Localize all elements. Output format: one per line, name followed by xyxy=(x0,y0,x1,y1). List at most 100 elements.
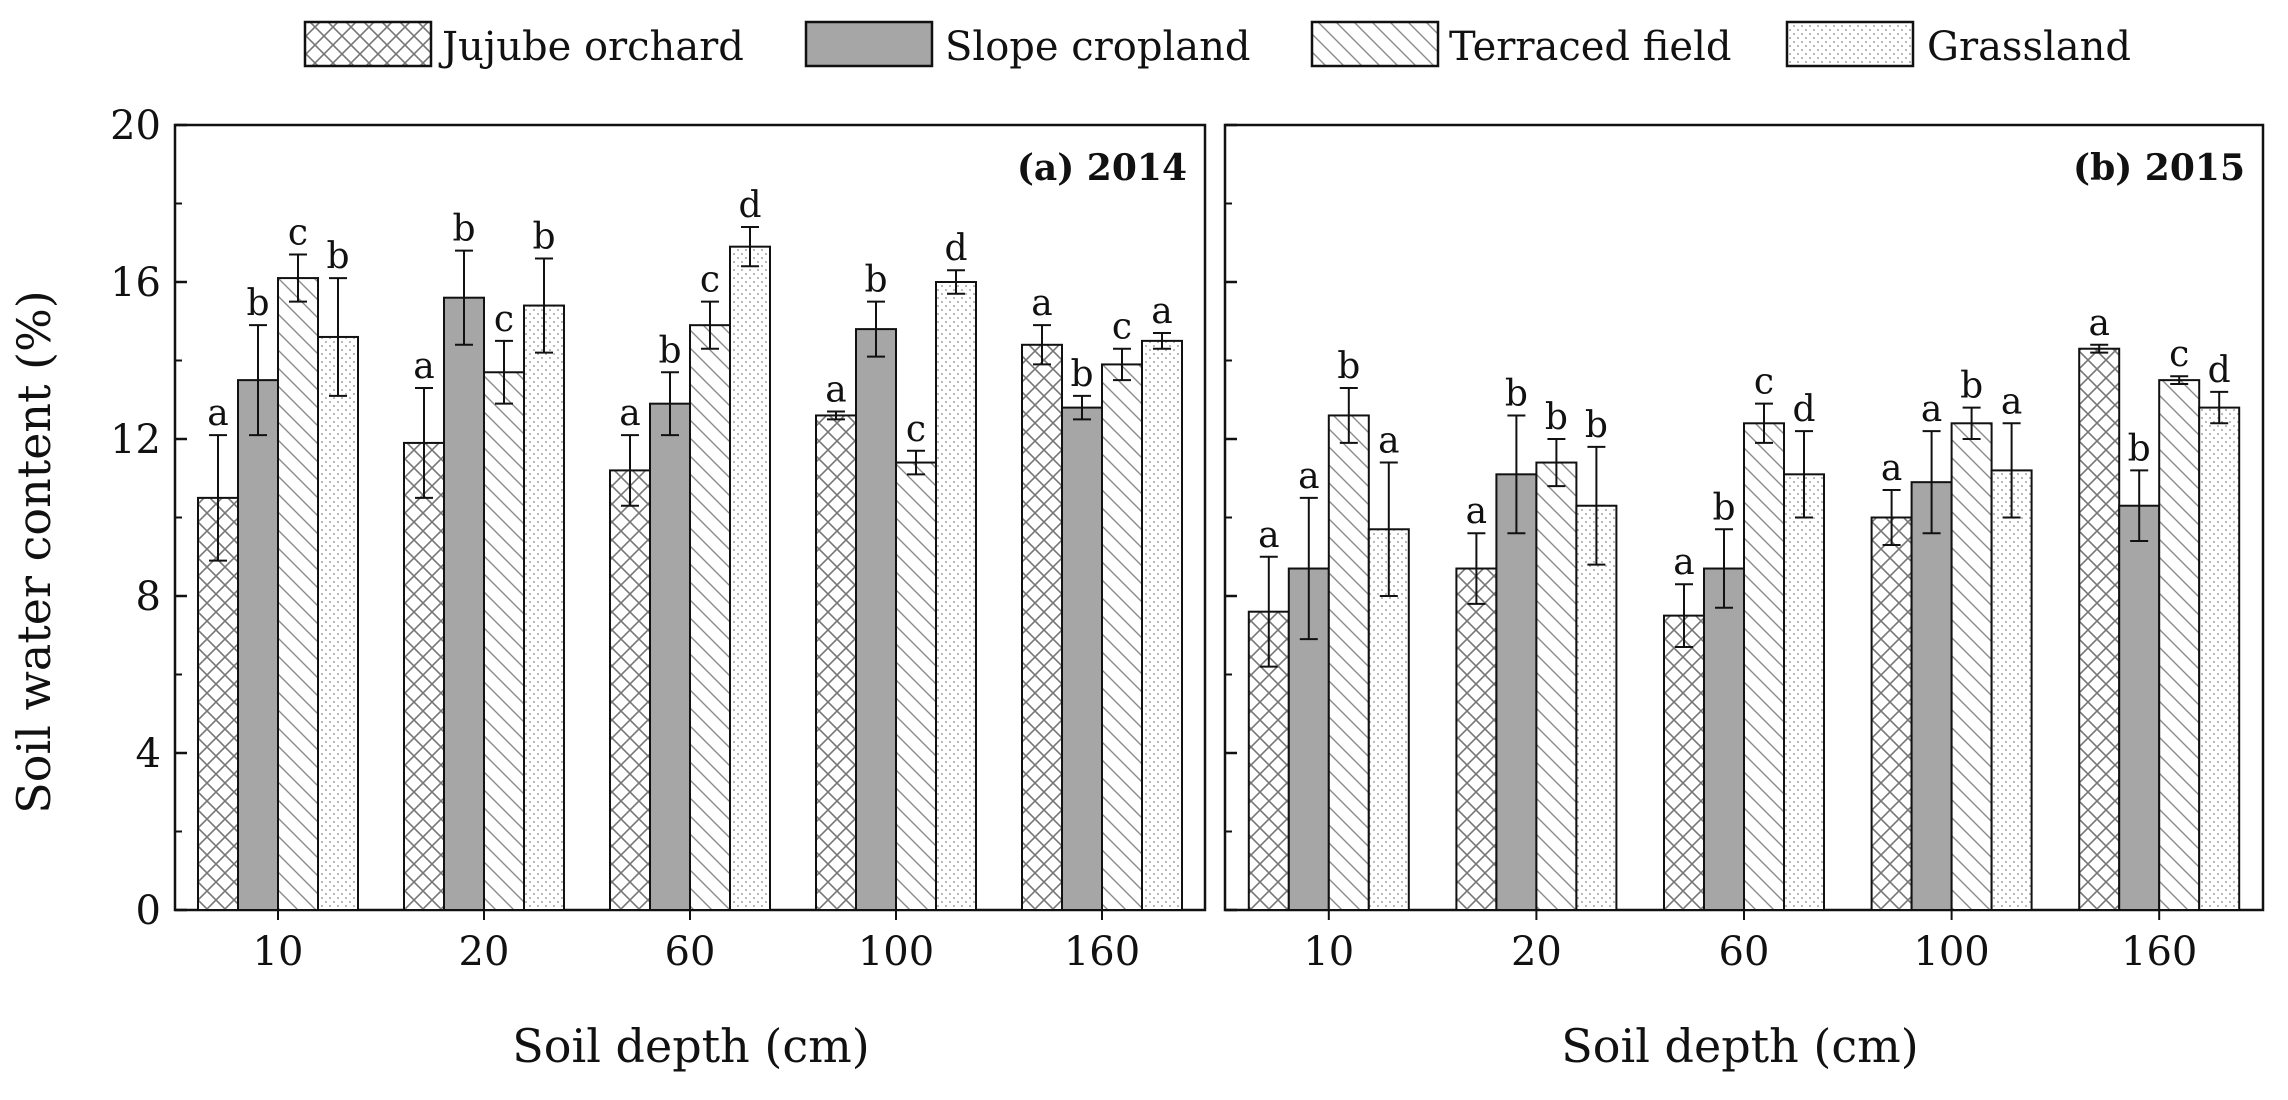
y-tick-label: 20 xyxy=(110,103,161,149)
bar-2014 xyxy=(237,379,279,911)
bar-2014 xyxy=(1061,406,1103,911)
bar-2015 xyxy=(1870,516,1913,911)
bar-2014 xyxy=(483,371,525,911)
significance-letter-2015: a xyxy=(1378,421,1399,462)
significance-letter-2014: b xyxy=(658,330,681,371)
x-tick-label-2014: 160 xyxy=(1064,929,1140,975)
x-tick-label-2015: 60 xyxy=(1719,929,1770,975)
bar-2015 xyxy=(1703,567,1745,912)
legend: Jujube orchard Slope cropland Terraced f… xyxy=(303,20,2131,70)
bar-2015 xyxy=(1743,422,1785,911)
significance-letter-2014: c xyxy=(700,260,720,301)
y-tick-label: 8 xyxy=(136,574,161,620)
panel-title-2014: (a) 2014 xyxy=(1017,147,1187,189)
significance-letter-2014: a xyxy=(207,393,228,434)
bar-2014 xyxy=(317,335,359,911)
bar-2014 xyxy=(1021,343,1063,911)
significance-letter-2015: a xyxy=(1466,491,1487,532)
bar-2014 xyxy=(895,461,937,911)
significance-letter-2014: c xyxy=(906,409,926,450)
bar-2015 xyxy=(1327,414,1370,911)
bar-2014 xyxy=(935,281,977,911)
legend-swatch-grassland xyxy=(1785,20,1915,68)
significance-letter-2014: b xyxy=(1070,354,1093,395)
bar-2015 xyxy=(2078,347,2121,912)
x-axis-title-right: Soil depth (cm) xyxy=(1561,1019,1918,1073)
significance-letter-2015: b xyxy=(1505,373,1528,414)
significance-letter-2014: b xyxy=(864,260,887,301)
significance-letter-2014: b xyxy=(532,216,555,257)
significance-letter-2014: b xyxy=(452,209,475,250)
bar-2014 xyxy=(609,469,651,911)
bar-2015 xyxy=(1950,422,1993,911)
y-tick-label: 4 xyxy=(136,731,161,777)
significance-letter-2014: c xyxy=(288,213,308,254)
significance-letter-2015: a xyxy=(2088,303,2109,344)
significance-letter-2014: a xyxy=(1031,283,1052,324)
significance-letter-2014: a xyxy=(1151,291,1172,332)
significance-letter-2015: a xyxy=(2001,381,2022,422)
y-axis-title: Soil water content (%) xyxy=(7,290,61,814)
bar-2015 xyxy=(1990,469,2033,911)
bar-2015 xyxy=(1783,473,1825,911)
x-tick-label-2014: 10 xyxy=(253,929,304,975)
plot-layer: 04812162010abcb20abcb60abcd100abcd160abc… xyxy=(110,103,2265,975)
significance-letter-2015: a xyxy=(1921,389,1942,430)
significance-letter-2015: d xyxy=(1792,389,1815,430)
significance-letter-2014: a xyxy=(413,346,434,387)
bar-2015 xyxy=(2118,504,2161,911)
significance-letter-2015: b xyxy=(1337,346,1360,387)
legend-label-terraced-field: Terraced field xyxy=(1449,24,1731,70)
bar-2015 xyxy=(2198,406,2241,911)
significance-letter-2015: a xyxy=(1881,448,1902,489)
significance-letter-2014: c xyxy=(1112,307,1132,348)
bar-2015 xyxy=(1910,481,1953,911)
bar-2014 xyxy=(277,277,319,911)
significance-letter-2014: a xyxy=(619,393,640,434)
bar-2015 xyxy=(2158,379,2201,911)
bar-2014 xyxy=(523,304,565,911)
y-tick-label: 16 xyxy=(110,260,161,306)
significance-letter-2015: a xyxy=(1673,542,1694,583)
x-tick-label-2015: 100 xyxy=(1913,929,1989,975)
bar-2015 xyxy=(1535,461,1578,911)
significance-letter-2014: b xyxy=(326,236,349,277)
x-axis-title-left: Soil depth (cm) xyxy=(512,1019,869,1073)
bar-2014 xyxy=(729,245,771,912)
x-tick-label-2015: 20 xyxy=(1511,929,1562,975)
significance-letter-2014: c xyxy=(494,299,514,340)
x-tick-label-2015: 160 xyxy=(2121,929,2197,975)
legend-label-slope-cropland: Slope cropland xyxy=(945,24,1251,70)
significance-letter-2014: d xyxy=(944,228,967,269)
x-tick-label-2015: 10 xyxy=(1303,929,1354,975)
significance-letter-2015: a xyxy=(1298,456,1319,497)
significance-letter-2015: b xyxy=(2128,428,2151,469)
bar-2015 xyxy=(1455,567,1498,912)
bar-2014 xyxy=(815,414,857,911)
bar-2014 xyxy=(855,328,897,912)
legend-label-grassland: Grassland xyxy=(1927,24,2131,70)
significance-letter-2015: b xyxy=(1585,405,1608,446)
legend-swatch-slope-cropland xyxy=(804,20,934,68)
legend-swatch-terraced-field xyxy=(1310,20,1440,68)
legend-swatch-jujube-orchard xyxy=(303,20,433,68)
significance-letter-2015: b xyxy=(1712,487,1735,528)
panel-title-2015: (b) 2015 xyxy=(2073,147,2245,189)
significance-letter-2014: d xyxy=(738,185,761,226)
y-tick-label: 12 xyxy=(110,417,161,463)
bar-2014 xyxy=(689,324,731,911)
x-tick-label-2014: 100 xyxy=(858,929,934,975)
legend-label-jujube-orchard: Jujube orchard xyxy=(438,24,744,70)
bar-2015 xyxy=(1663,614,1705,911)
bar-2014 xyxy=(1101,363,1143,911)
significance-letter-2015: c xyxy=(2169,334,2189,375)
significance-letter-2015: d xyxy=(2208,350,2231,391)
significance-letter-2014: b xyxy=(246,283,269,324)
significance-letter-2014: a xyxy=(825,370,846,411)
significance-letter-2015: b xyxy=(1960,366,1983,407)
bar-2015 xyxy=(1575,504,1618,911)
y-tick-label: 0 xyxy=(136,888,161,934)
bar-2015 xyxy=(1495,473,1538,911)
